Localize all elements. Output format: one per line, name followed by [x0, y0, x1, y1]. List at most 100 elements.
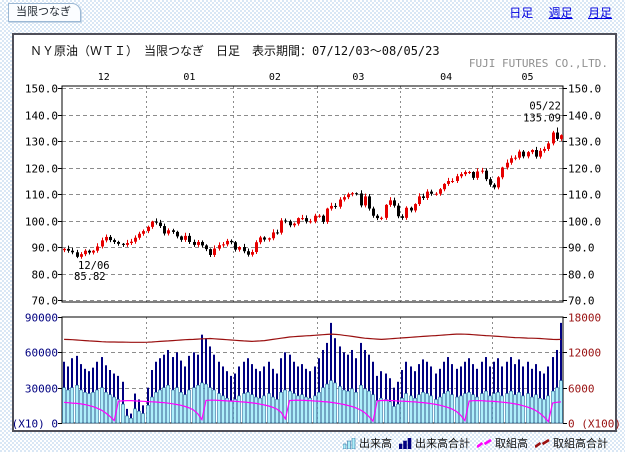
candle-body	[539, 150, 542, 157]
candle-body	[443, 183, 446, 190]
candle-body	[527, 152, 530, 157]
volume-total-bar	[230, 375, 232, 423]
candle-body	[130, 241, 133, 244]
candle-body	[105, 236, 108, 241]
volume-front-bar	[237, 395, 241, 424]
volume-front-bar	[112, 396, 116, 424]
volume-front-bar	[242, 393, 246, 424]
price-axis-label-right: 90.0	[568, 242, 595, 255]
legend-item-volume-total: 出来高合計	[399, 435, 470, 451]
volume-front-bar	[346, 390, 350, 424]
volume-total-bar	[506, 361, 508, 423]
volume-front-bar	[66, 389, 70, 424]
price-axis-label-left: 80.0	[32, 269, 59, 282]
candle-body	[430, 191, 433, 194]
volume-front-bar	[500, 395, 504, 424]
candle-body	[506, 162, 509, 168]
candle-body	[293, 223, 296, 226]
candle-body	[552, 132, 555, 144]
nav-monthly-link[interactable]: 月足	[587, 6, 612, 20]
price-axis-label-right: 100.0	[568, 216, 601, 229]
volume-front-bar	[196, 385, 200, 424]
volume-front-bar	[308, 397, 312, 424]
price-axis-label-left: 70.0	[32, 295, 59, 308]
volume-total-bar	[481, 361, 483, 423]
volume-total-bar	[372, 361, 374, 423]
volume-front-bar	[480, 393, 484, 424]
volume-total-bar	[297, 366, 299, 423]
volume-front-bar	[233, 399, 237, 424]
candle-body	[518, 151, 521, 158]
candle-body	[193, 241, 196, 245]
candle-body	[201, 241, 204, 246]
candle-body	[284, 220, 287, 222]
month-label: 12	[98, 72, 110, 83]
high-annotation-value: 135.09	[523, 113, 561, 125]
chart-panel	[12, 33, 617, 432]
volume-front-bar	[488, 395, 492, 424]
tab-current-contract[interactable]: 当限つなぎ	[8, 3, 81, 22]
month-label: 03	[352, 72, 364, 83]
candle-body	[205, 245, 208, 250]
candle-body	[343, 197, 346, 200]
volume-front-bar	[538, 397, 542, 424]
candle-body	[305, 218, 308, 222]
volume-total-bar	[314, 366, 316, 423]
candle-body	[339, 199, 342, 207]
volume-front-bar	[91, 392, 95, 424]
volume-front-bar	[404, 393, 408, 424]
candle-body	[138, 233, 141, 238]
volume-front-bar	[338, 386, 342, 424]
candle-body	[151, 221, 154, 227]
candle-body	[113, 240, 116, 242]
legend-item-open-interest-total: 取組高合計	[535, 435, 608, 451]
volume-front-bar	[513, 394, 517, 424]
candle-body	[289, 221, 292, 226]
candle-body	[447, 181, 450, 184]
candle-body	[309, 221, 312, 223]
candle-body	[397, 205, 400, 217]
month-label: 02	[269, 72, 281, 83]
volume-front-bar	[517, 392, 521, 424]
candle-body	[326, 208, 329, 222]
volume-front-bar	[429, 395, 433, 424]
candle-body	[84, 250, 87, 255]
volume-front-bar	[70, 387, 74, 424]
candle-body	[456, 176, 459, 182]
volume-total-bar	[543, 373, 545, 423]
candle-body	[489, 179, 492, 185]
volume-front-bar	[455, 396, 459, 424]
volume-front-bar	[317, 392, 321, 424]
volume-front-bar	[509, 390, 513, 424]
volume-total-bar	[405, 361, 407, 423]
month-label: 05	[521, 72, 533, 83]
volume-total-bar	[489, 366, 491, 423]
volume-front-bar	[359, 385, 363, 424]
volume-front-bar	[146, 405, 150, 424]
volume-axis-label-left: 30000	[25, 383, 58, 396]
candle-body	[334, 205, 337, 207]
volume-front-bar	[162, 387, 166, 424]
volume-front-bar	[384, 399, 388, 424]
chart-title: ＮＹ原油（ＷＴＩ） 当限つなぎ 日足 表示期間：07/12/03～08/05/2…	[30, 44, 440, 58]
volume-total-bar	[259, 371, 261, 423]
chart-legend: 出来高 出来高合計 取組高 取組高合計	[343, 435, 608, 451]
candle-body	[188, 235, 191, 242]
candle-body	[372, 208, 375, 216]
volume-front-bar	[100, 387, 104, 424]
candle-body	[263, 237, 266, 240]
candle-body	[543, 148, 546, 151]
volume-total-bar	[222, 366, 224, 423]
volume-total-bar	[560, 322, 562, 423]
low-annotation-date: 12/06	[78, 260, 110, 272]
volume-front-bar	[475, 396, 479, 424]
open-interest-total-line	[64, 333, 561, 343]
nav-daily-link[interactable]: 日足	[509, 6, 534, 20]
price-axis-label-left: 100.0	[25, 216, 58, 229]
volume-front-bar	[171, 389, 175, 424]
candle-body	[389, 200, 392, 205]
volume-front-bar	[442, 393, 446, 424]
volume-front-bar	[166, 385, 170, 424]
nav-weekly-link[interactable]: 週足	[548, 6, 573, 20]
volume-front-bar	[484, 390, 488, 424]
